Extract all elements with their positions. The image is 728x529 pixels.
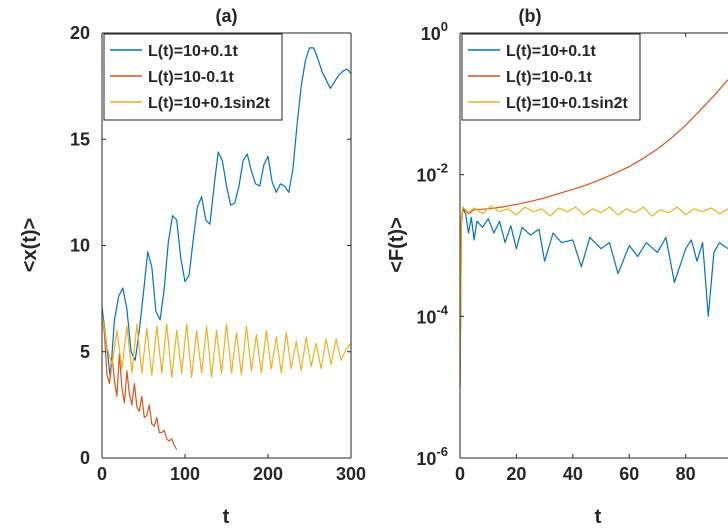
x-tick-label: 40	[563, 464, 583, 484]
series-group	[101, 47, 352, 450]
legend: L(t)=10+0.1t L(t)=10-0.1t L(t)=10+0.1sin2t	[103, 33, 283, 121]
y-tick-label: 0	[80, 448, 90, 468]
y-tick-label: 10-6	[416, 444, 448, 469]
series-line-1	[460, 208, 728, 388]
series-line-1	[101, 47, 352, 378]
y-tick-label: 5	[80, 342, 90, 362]
x-tick-label: 60	[619, 464, 639, 484]
y-tick-label: 10	[70, 236, 90, 256]
x-tick-label: 200	[253, 464, 283, 484]
x-tick-label: 20	[506, 464, 526, 484]
legend: L(t)=10+0.1t L(t)=10-0.1t L(t)=10+0.1sin2t	[461, 33, 641, 121]
series-line-3	[101, 313, 352, 378]
series-line-2	[101, 313, 178, 450]
legend-box	[461, 33, 641, 121]
x-tick-label: 300	[336, 464, 366, 484]
panel-b: 0 20 40 60 8010010-210-410-6(b)t<F(t)>L(t)=1…	[386, 6, 728, 528]
y-tick-base: 10	[416, 307, 436, 327]
y-tick-exponent: -6	[436, 444, 448, 459]
y-tick-label: 15	[70, 129, 90, 149]
x-tick-label: 80	[676, 464, 696, 484]
panel-title: (b)	[519, 6, 542, 26]
legend-label-2: L(t)=10-0.1t	[148, 69, 234, 86]
legend-label-1: L(t)=10+0.1t	[506, 43, 596, 60]
legend-label-2: L(t)=10-0.1t	[506, 69, 592, 86]
y-tick-base: 10	[421, 24, 441, 44]
legend-label-1: L(t)=10+0.1t	[148, 43, 238, 60]
y-tick-label: 10-4	[416, 302, 448, 327]
panel-title: (a)	[216, 6, 238, 26]
series-group	[460, 79, 728, 388]
y-tick-exponent: -4	[436, 302, 448, 317]
x-tick-label: 100	[170, 464, 200, 484]
y-tick-exponent: -2	[436, 161, 448, 176]
y-tick-base: 10	[416, 449, 436, 469]
y-axis-label: <F(t)>	[386, 217, 408, 273]
series-line-3	[460, 205, 728, 388]
legend-label-3: L(t)=10+0.1sin2t	[148, 95, 271, 112]
panel-a: 0 100 200 300 0 5 10 15 20 (a) t <x(t)> L(t)=10+0.1t…	[19, 6, 366, 528]
y-tick-label: 20	[70, 23, 90, 43]
y-axis-label: <x(t)>	[19, 218, 41, 272]
x-tick-label: 0	[97, 464, 107, 484]
y-tick-exponent: 0	[441, 19, 448, 34]
legend-box	[103, 33, 283, 121]
x-tick-label: 0	[455, 464, 465, 484]
legend-label-3: L(t)=10+0.1sin2t	[506, 95, 629, 112]
series-line-2	[460, 79, 728, 388]
y-tick-label: 10-2	[416, 161, 448, 186]
y-tick-base: 10	[416, 166, 436, 186]
x-axis-label: t	[595, 506, 602, 528]
y-tick-label: 100	[421, 19, 448, 44]
x-axis-label: t	[223, 506, 230, 528]
